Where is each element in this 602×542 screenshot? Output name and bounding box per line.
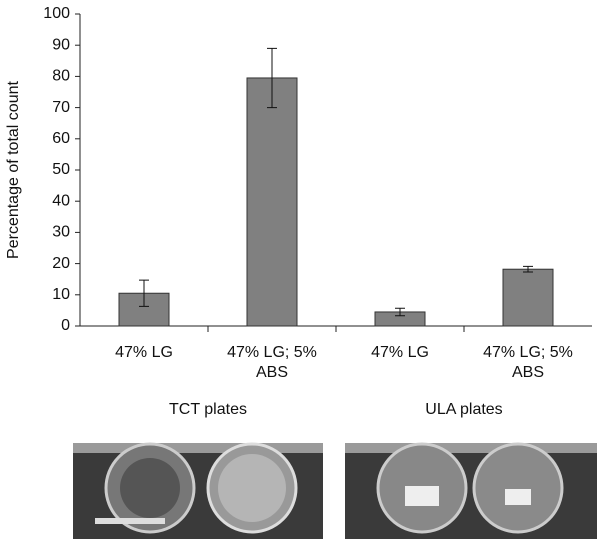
y-tick-label: 100 [43, 5, 70, 22]
y-tick-label: 90 [52, 36, 70, 53]
y-tick-label: 50 [52, 161, 70, 178]
photo-left [73, 442, 323, 539]
photo-right [345, 442, 597, 539]
error-bar [395, 307, 405, 317]
y-axis-label: Percentage of total count [5, 81, 22, 259]
y-tick-label: 10 [52, 286, 70, 303]
error-bar [139, 279, 149, 307]
y-tick-label: 40 [52, 192, 70, 209]
group-label: TCT plates [169, 401, 247, 418]
y-tick-label: 60 [52, 130, 70, 147]
error-bar [267, 47, 277, 109]
x-tick-label: 47% LG [371, 344, 429, 361]
y-tick-label: 80 [52, 68, 70, 85]
bar [246, 77, 298, 327]
bar [502, 268, 554, 327]
x-tick-label: 47% LG; 5% ABS [483, 344, 573, 381]
y-tick-label: 30 [52, 224, 70, 241]
x-tick-label: 47% LG; 5% ABS [227, 344, 317, 381]
y-tick-label: 0 [61, 317, 70, 334]
x-tick-label: 47% LG [115, 344, 173, 361]
error-bar [523, 265, 533, 273]
group-label: ULA plates [425, 401, 503, 418]
y-tick-label: 70 [52, 99, 70, 116]
y-tick-label: 20 [52, 255, 70, 272]
